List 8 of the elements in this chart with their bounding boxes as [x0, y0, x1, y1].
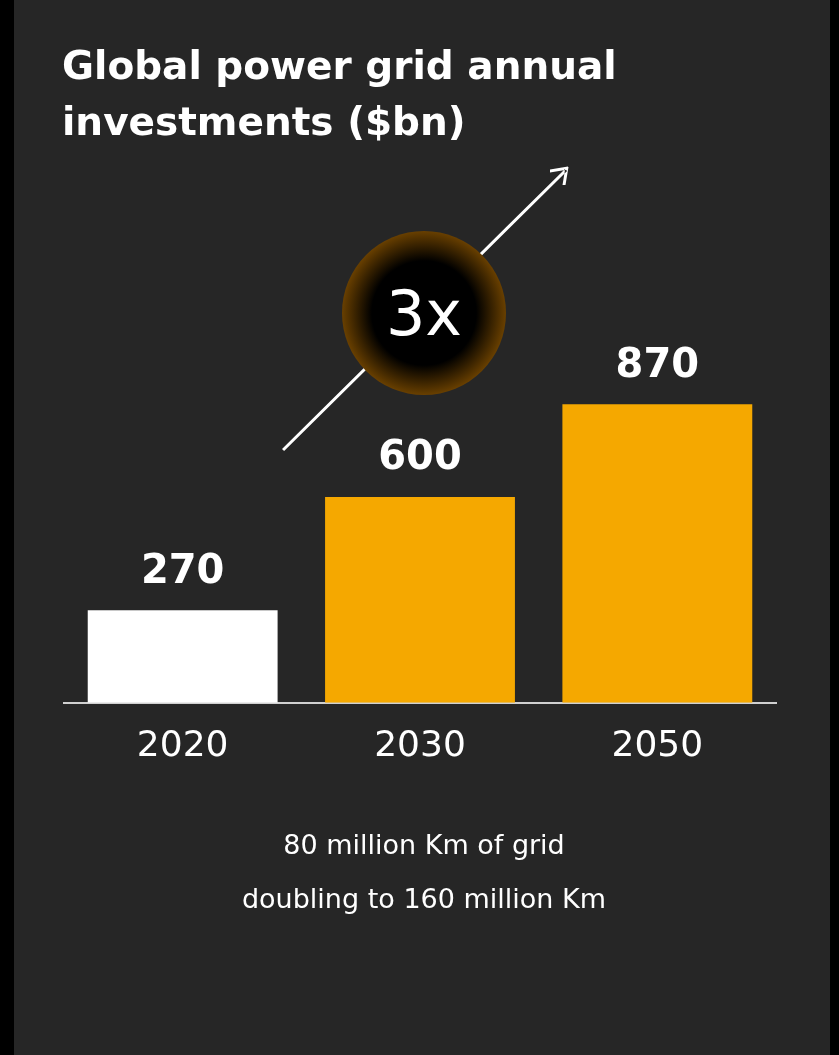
x-tick-label: 2050 [611, 722, 704, 764]
text: 80 million Km of grid doubling to 160 million Km [240, 828, 608, 916]
chart-title: Global power grid annual investments ($bn) [62, 42, 618, 146]
data-label: 270 [140, 545, 225, 592]
x-tick-label: 2030 [374, 722, 466, 764]
x-tick-label: 2020 [136, 722, 229, 764]
data-label: 600 [378, 432, 462, 479]
data-label: 870 [615, 339, 700, 386]
